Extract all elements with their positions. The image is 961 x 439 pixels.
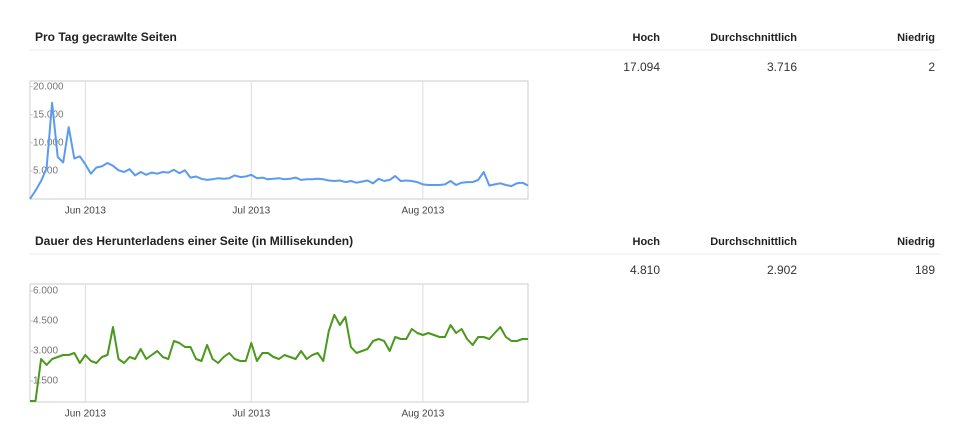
x-tick-label: Aug 2013 [401,409,444,420]
x-tick-label: Jun 2013 [65,409,107,420]
stat-header: Durchschnittlich [710,236,797,248]
y-tick-label: 3.000 [33,346,58,357]
y-tick-label: 15.000 [33,109,64,120]
section-title: Pro Tag gecrawlte Seiten [35,30,177,44]
stat-header: Hoch [633,32,661,44]
x-tick-label: Jul 2013 [232,206,270,217]
stat-header: Hoch [633,236,661,248]
stat-value: 189 [915,263,935,277]
plot-frame [29,80,529,200]
y-tick-label: 4.500 [33,316,58,327]
plot-frame [29,283,529,403]
x-tick-label: Aug 2013 [401,206,444,217]
x-tick-label: Jun 2013 [65,206,107,217]
section-title: Dauer des Herunterladens einer Seite (in… [35,234,353,248]
stat-value: 3.716 [767,60,797,74]
x-tick-label: Jul 2013 [232,409,270,420]
series-line [30,313,528,402]
stat-value: 4.810 [630,263,660,277]
stat-header: Niedrig [897,236,935,248]
stat-value: 17.094 [623,60,660,74]
stat-header: Durchschnittlich [710,32,797,44]
stat-header: Niedrig [897,32,935,44]
stat-value: 2 [928,60,935,74]
y-tick-label: 1.500 [33,376,58,387]
series-line [29,101,529,200]
y-tick-label: 6.000 [33,286,58,297]
stat-value: 2.902 [767,263,797,277]
y-tick-label: 20.000 [33,81,64,92]
